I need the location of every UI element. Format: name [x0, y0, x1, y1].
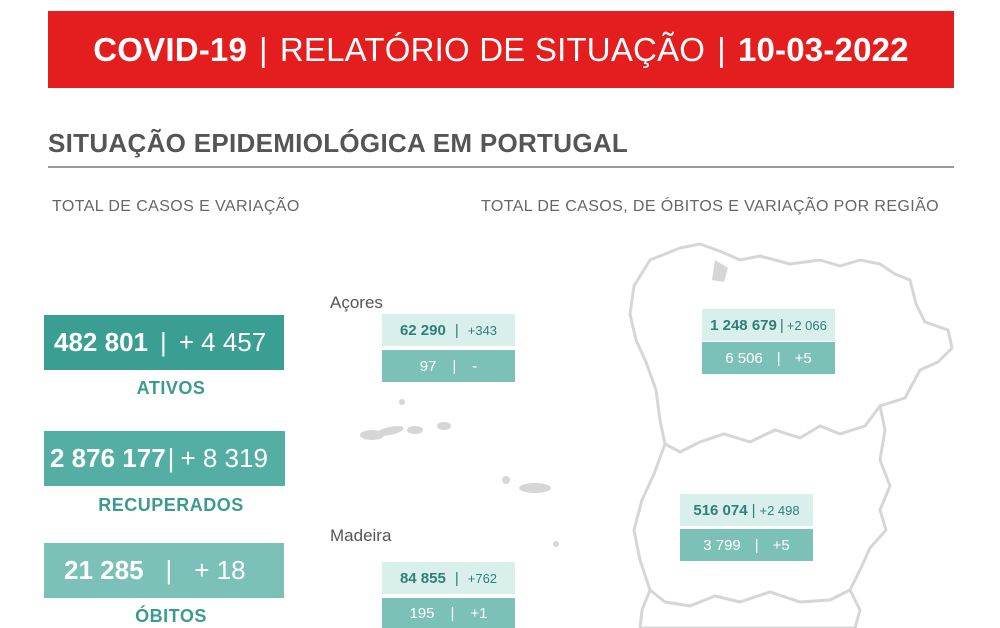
north-cases-separator: |	[779, 316, 784, 334]
active-cases-value: 482 801	[54, 327, 148, 357]
recovered-separator: |	[167, 443, 175, 473]
banner-separator: |	[259, 30, 268, 68]
madeira-cases-change: +762	[467, 570, 498, 586]
centre-deaths-separator: |	[754, 536, 759, 554]
south-region-shape	[638, 588, 862, 628]
madeira-cases: 84 855	[399, 569, 446, 587]
active-cases-card: 482 801 | + 4 457	[44, 315, 284, 370]
right-subtitle: TOTAL DE CASOS, DE ÓBITOS E VARIAÇÃO POR…	[481, 198, 940, 215]
centre-cases: 516 074	[693, 501, 748, 519]
deaths-separator: |	[165, 555, 173, 585]
centre-cases-change: +2 498	[759, 502, 800, 518]
section-divider	[48, 166, 954, 168]
madeira-deaths: 195	[409, 604, 435, 622]
azores-cases: 62 290	[399, 321, 446, 339]
recovered-label: RECUPERADOS	[98, 495, 244, 515]
banner-date: 10-03-2022	[737, 30, 909, 68]
madeira-deaths-box: 195 | +1	[382, 598, 515, 628]
recovered-change: + 8 319	[180, 443, 268, 473]
azores-cases-separator: |	[454, 321, 459, 339]
deaths-change: + 18	[194, 555, 246, 585]
madeira-deaths-change: +1	[470, 604, 488, 622]
madeira-cases-separator: |	[454, 569, 459, 587]
centre-deaths-box: 3 799 | +5	[680, 529, 813, 561]
north-cases-change: +2 066	[786, 317, 827, 333]
north-cases-box: 1 248 679 | +2 066	[702, 309, 835, 341]
deaths-value: 21 285	[64, 555, 144, 585]
azores-label: Açores	[330, 293, 383, 312]
recovered-value: 2 876 177	[50, 443, 166, 473]
azores-islands	[360, 399, 559, 547]
madeira-deaths-separator: |	[450, 604, 455, 622]
north-deaths-change: +5	[794, 349, 812, 367]
banner-title: COVID-19	[93, 30, 248, 68]
north-deaths-box: 6 506 | +5	[702, 342, 835, 374]
centre-deaths-change: +5	[772, 536, 790, 554]
recovered-card: 2 876 177 | + 8 319	[44, 431, 285, 486]
azores-cases-box: 62 290 | +343	[382, 314, 515, 346]
banner-separator: |	[717, 30, 726, 68]
active-cases-separator: |	[159, 327, 167, 357]
azores-deaths-separator: |	[452, 357, 457, 375]
azores-deaths: 97	[419, 357, 437, 375]
deaths-label: ÓBITOS	[135, 606, 207, 626]
centre-deaths: 3 799	[703, 536, 741, 554]
north-deaths-separator: |	[776, 349, 781, 367]
active-cases-label: ATIVOS	[136, 378, 206, 398]
active-cases-change: + 4 457	[178, 327, 267, 357]
deaths-card: 21 285 | + 18	[44, 543, 284, 598]
centre-cases-box: 516 074 | +2 498	[680, 494, 813, 526]
azores-deaths-box: 97 | -	[382, 350, 515, 382]
madeira-cases-box: 84 855 | +762	[382, 562, 515, 594]
left-subtitle: TOTAL DE CASOS E VARIAÇÃO	[52, 198, 300, 215]
section-title: SITUAÇÃO EPIDEMIOLÓGICA EM PORTUGAL	[48, 128, 629, 158]
north-detail-shape	[712, 260, 728, 282]
centre-cases-separator: |	[751, 501, 756, 519]
north-deaths: 6 506	[725, 349, 763, 367]
madeira-label: Madeira	[330, 526, 392, 545]
report-banner: COVID-19 | RELATÓRIO DE SITUAÇÃO | 10-03…	[48, 11, 954, 88]
north-cases: 1 248 679	[710, 316, 777, 334]
banner-subtitle: RELATÓRIO DE SITUAÇÃO	[279, 30, 706, 68]
azores-cases-change: +343	[467, 322, 498, 338]
azores-deaths-change: -	[472, 357, 478, 375]
